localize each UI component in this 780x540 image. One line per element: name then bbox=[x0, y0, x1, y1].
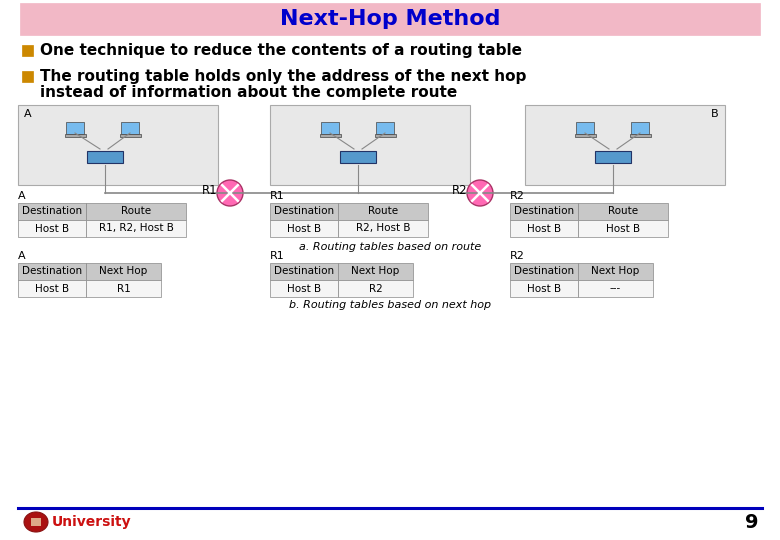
FancyBboxPatch shape bbox=[578, 263, 653, 280]
Text: Destination: Destination bbox=[274, 206, 334, 217]
FancyBboxPatch shape bbox=[629, 133, 651, 137]
FancyBboxPatch shape bbox=[270, 280, 338, 297]
FancyBboxPatch shape bbox=[119, 133, 140, 137]
FancyBboxPatch shape bbox=[87, 151, 122, 164]
Text: Destination: Destination bbox=[22, 206, 82, 217]
Text: A: A bbox=[18, 191, 26, 201]
Text: Route: Route bbox=[368, 206, 398, 217]
Circle shape bbox=[217, 180, 243, 206]
FancyBboxPatch shape bbox=[31, 518, 41, 526]
FancyBboxPatch shape bbox=[575, 133, 595, 137]
FancyBboxPatch shape bbox=[270, 220, 338, 237]
FancyBboxPatch shape bbox=[18, 203, 86, 220]
Text: Destination: Destination bbox=[514, 206, 574, 217]
Text: Host B: Host B bbox=[527, 224, 561, 233]
FancyBboxPatch shape bbox=[121, 122, 139, 133]
Text: b. Routing tables based on next hop: b. Routing tables based on next hop bbox=[289, 300, 491, 310]
FancyBboxPatch shape bbox=[270, 105, 470, 185]
Text: Destination: Destination bbox=[274, 267, 334, 276]
FancyBboxPatch shape bbox=[510, 220, 578, 237]
Text: 9: 9 bbox=[744, 512, 758, 531]
Text: University: University bbox=[52, 515, 132, 529]
FancyBboxPatch shape bbox=[66, 122, 84, 133]
Text: R2: R2 bbox=[369, 284, 382, 294]
Text: Route: Route bbox=[608, 206, 638, 217]
Text: R1, R2, Host B: R1, R2, Host B bbox=[98, 224, 173, 233]
Text: Next Hop: Next Hop bbox=[591, 267, 640, 276]
FancyBboxPatch shape bbox=[510, 203, 578, 220]
Text: A: A bbox=[24, 109, 32, 119]
Text: R2: R2 bbox=[510, 251, 525, 261]
FancyBboxPatch shape bbox=[338, 280, 413, 297]
FancyBboxPatch shape bbox=[320, 133, 341, 137]
FancyBboxPatch shape bbox=[576, 122, 594, 133]
FancyBboxPatch shape bbox=[22, 45, 33, 56]
FancyBboxPatch shape bbox=[510, 280, 578, 297]
FancyBboxPatch shape bbox=[338, 203, 428, 220]
Text: Host B: Host B bbox=[606, 224, 640, 233]
Text: R2, Host B: R2, Host B bbox=[356, 224, 410, 233]
FancyBboxPatch shape bbox=[18, 280, 86, 297]
Text: a. Routing tables based on route: a. Routing tables based on route bbox=[299, 242, 481, 252]
Text: One technique to reduce the contents of a routing table: One technique to reduce the contents of … bbox=[40, 44, 522, 58]
FancyBboxPatch shape bbox=[18, 220, 86, 237]
FancyBboxPatch shape bbox=[18, 105, 218, 185]
FancyBboxPatch shape bbox=[525, 105, 725, 185]
Text: ---: --- bbox=[610, 284, 621, 294]
Text: Host B: Host B bbox=[35, 224, 69, 233]
Text: A: A bbox=[18, 251, 26, 261]
Text: Route: Route bbox=[121, 206, 151, 217]
Text: Next-Hop Method: Next-Hop Method bbox=[280, 9, 500, 29]
FancyBboxPatch shape bbox=[338, 220, 428, 237]
Text: Destination: Destination bbox=[22, 267, 82, 276]
Text: Destination: Destination bbox=[514, 267, 574, 276]
FancyBboxPatch shape bbox=[65, 133, 86, 137]
Text: Next Hop: Next Hop bbox=[351, 267, 399, 276]
Circle shape bbox=[467, 180, 493, 206]
FancyBboxPatch shape bbox=[86, 203, 186, 220]
FancyBboxPatch shape bbox=[340, 151, 376, 164]
FancyBboxPatch shape bbox=[578, 280, 653, 297]
FancyBboxPatch shape bbox=[22, 71, 33, 82]
FancyBboxPatch shape bbox=[631, 122, 649, 133]
Text: Host B: Host B bbox=[527, 284, 561, 294]
FancyBboxPatch shape bbox=[595, 151, 630, 164]
FancyBboxPatch shape bbox=[270, 263, 338, 280]
FancyBboxPatch shape bbox=[578, 220, 668, 237]
FancyBboxPatch shape bbox=[376, 122, 394, 133]
FancyBboxPatch shape bbox=[86, 280, 161, 297]
FancyBboxPatch shape bbox=[20, 3, 760, 35]
FancyBboxPatch shape bbox=[86, 220, 186, 237]
FancyBboxPatch shape bbox=[338, 263, 413, 280]
Text: instead of information about the complete route: instead of information about the complet… bbox=[40, 85, 457, 100]
Ellipse shape bbox=[24, 512, 48, 532]
Text: Host B: Host B bbox=[287, 224, 321, 233]
Text: R2: R2 bbox=[510, 191, 525, 201]
FancyBboxPatch shape bbox=[86, 263, 161, 280]
FancyBboxPatch shape bbox=[270, 203, 338, 220]
FancyBboxPatch shape bbox=[18, 263, 86, 280]
Text: R1: R1 bbox=[117, 284, 130, 294]
Text: B: B bbox=[711, 109, 719, 119]
Text: Host B: Host B bbox=[287, 284, 321, 294]
FancyBboxPatch shape bbox=[321, 122, 339, 133]
FancyBboxPatch shape bbox=[374, 133, 395, 137]
Text: R1: R1 bbox=[270, 251, 285, 261]
Text: The routing table holds only the address of the next hop: The routing table holds only the address… bbox=[40, 69, 526, 84]
Text: Next Hop: Next Hop bbox=[99, 267, 147, 276]
FancyBboxPatch shape bbox=[510, 263, 578, 280]
Text: R2: R2 bbox=[452, 184, 468, 197]
Text: R1: R1 bbox=[202, 184, 218, 197]
Text: R1: R1 bbox=[270, 191, 285, 201]
Text: Host B: Host B bbox=[35, 284, 69, 294]
FancyBboxPatch shape bbox=[578, 203, 668, 220]
